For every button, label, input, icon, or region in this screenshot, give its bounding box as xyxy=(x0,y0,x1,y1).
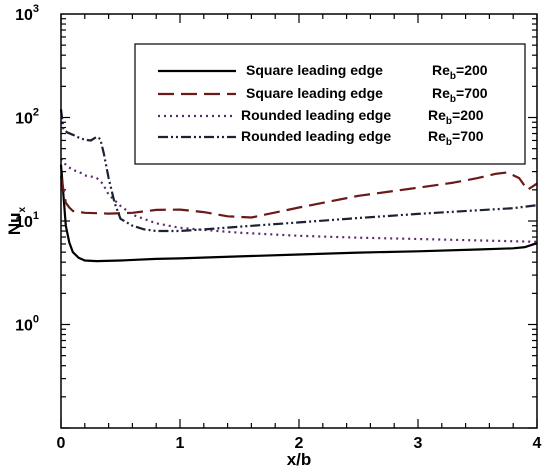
plot-series xyxy=(59,109,538,263)
y-tick-label: 102 xyxy=(15,107,39,128)
y-tick-label: 100 xyxy=(15,314,39,335)
legend-re-sub: b xyxy=(450,94,456,105)
series-line-3 xyxy=(60,158,538,243)
y-tick-base: 10 xyxy=(15,214,33,231)
legend-label-3: Rounded leading edge xyxy=(241,107,391,123)
x-tick-label: 0 xyxy=(57,435,66,452)
y-axis-title-sub: x xyxy=(17,206,28,212)
y-tick-exp: 2 xyxy=(33,107,39,119)
y-tick-label: 103 xyxy=(15,3,39,24)
y-tick-exp: 1 xyxy=(33,210,39,222)
x-tick-label: 1 xyxy=(176,435,185,452)
y-axis-title-main: Nu xyxy=(5,212,24,235)
legend-re-value: =200 xyxy=(452,107,484,123)
legend-re-2: Reb=700 xyxy=(432,85,488,105)
legend-re-main: Re xyxy=(428,107,446,123)
legend-re-value: =700 xyxy=(456,85,488,101)
legend-re-main: Re xyxy=(432,62,450,78)
legend-re-3: Reb=200 xyxy=(428,107,484,127)
y-tick-base: 10 xyxy=(15,111,33,128)
y-axis-title: Nux xyxy=(5,206,28,235)
x-axis-title: x/b xyxy=(287,450,312,467)
legend-re-value: =700 xyxy=(452,128,484,144)
y-tick-exp: 3 xyxy=(33,3,39,15)
x-tick-label: 4 xyxy=(533,435,542,452)
legend-label-4: Rounded leading edge xyxy=(241,128,391,144)
series-line-4 xyxy=(59,109,538,233)
legend-label-2: Square leading edge xyxy=(246,85,383,101)
series-line-2 xyxy=(59,171,538,219)
legend-re-main: Re xyxy=(432,85,450,101)
y-tick-exp: 0 xyxy=(33,314,39,326)
legend-re-sub: b xyxy=(446,116,452,127)
legend-label-1: Square leading edge xyxy=(246,62,383,78)
y-tick-label: 101 xyxy=(15,210,39,231)
legend-re-4: Reb=700 xyxy=(428,128,484,148)
legend-re-value: =200 xyxy=(456,62,488,78)
axis-ticks xyxy=(60,14,538,429)
x-tick-label: 2 xyxy=(295,435,304,452)
legend-re-1: Reb=200 xyxy=(432,62,488,82)
legend-re-main: Re xyxy=(428,128,446,144)
x-tick-label: 3 xyxy=(414,435,423,452)
y-tick-base: 10 xyxy=(15,7,33,24)
legend-box xyxy=(134,43,526,165)
legend-re-sub: b xyxy=(450,71,456,82)
legend-re-sub: b xyxy=(446,137,452,148)
y-tick-base: 10 xyxy=(15,318,33,335)
series-line-1 xyxy=(59,164,538,263)
plot-frame xyxy=(60,13,538,429)
